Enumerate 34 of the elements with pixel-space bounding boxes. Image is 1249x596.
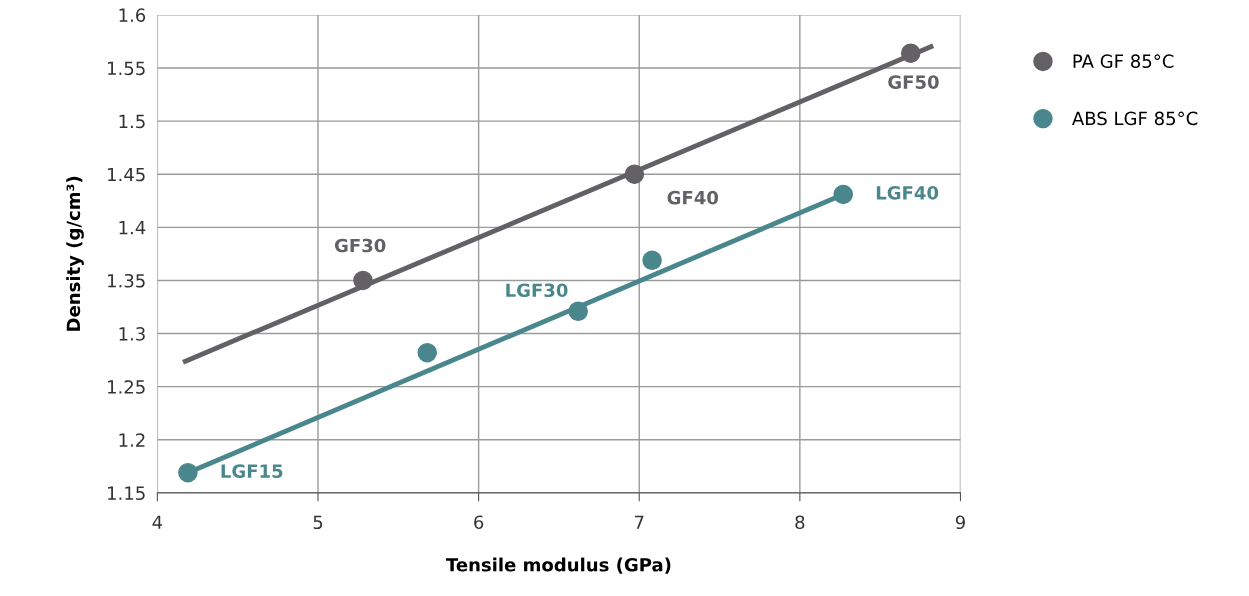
annotation: GF50 — [888, 75, 939, 89]
x-tick-label: 8 — [795, 515, 805, 530]
y-tick-label: 1.55 — [108, 61, 145, 76]
point — [642, 250, 662, 271]
x-tick-label: 4 — [152, 515, 163, 529]
point — [178, 462, 198, 483]
point — [568, 301, 588, 322]
point — [900, 43, 921, 63]
annotation: LGF40 — [876, 185, 939, 200]
x-axis-title: Tensile modulus (GPa) — [446, 557, 671, 574]
y-tick-label: 1.25 — [108, 380, 145, 394]
x-tick-label: 7 — [634, 515, 644, 529]
y-tick-label: 1.6 — [119, 8, 146, 23]
point — [624, 164, 645, 184]
y-tick-label: 1.5 — [119, 114, 145, 129]
x-tick-label: 6 — [474, 515, 484, 530]
point — [353, 270, 373, 291]
y-tick-label: 1.45 — [108, 167, 145, 182]
annotation: LGF30 — [506, 283, 568, 298]
point — [417, 342, 437, 363]
annotation: GF40 — [667, 190, 719, 205]
y-tick-label: 1.15 — [108, 486, 145, 501]
x-tick-label: 5 — [313, 515, 323, 530]
y-tick-label: 1.3 — [119, 327, 145, 341]
legend-label: ABS LGF 85°C — [1072, 111, 1198, 126]
y-tick-label: 1.2 — [119, 433, 145, 447]
legend-label: PA GF 85°C — [1073, 54, 1174, 69]
y-tick-label: 1.35 — [108, 273, 145, 288]
y-tick-label: 1.4 — [119, 221, 146, 235]
x-tick-label: 9 — [955, 515, 965, 530]
annotation: GF30 — [334, 238, 386, 253]
point — [833, 184, 853, 205]
y-axis-title: Density (g/cm³) — [66, 176, 84, 331]
annotation: LGF15 — [221, 464, 283, 478]
